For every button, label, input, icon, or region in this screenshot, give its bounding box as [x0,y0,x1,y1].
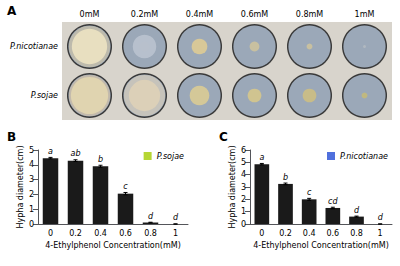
svg-text:1: 1 [241,207,246,216]
svg-text:0: 0 [48,229,53,238]
svg-text:P.nicotianae: P.nicotianae [340,152,388,161]
svg-text:3: 3 [241,183,246,192]
svg-text:2: 2 [29,190,34,199]
svg-text:d: d [148,212,154,221]
svg-text:1: 1 [29,205,34,214]
svg-text:d: d [378,213,384,222]
svg-text:1: 1 [173,229,178,238]
svg-text:C: C [219,130,228,144]
svg-text:0: 0 [29,220,34,229]
svg-text:0.4: 0.4 [94,229,107,238]
svg-text:2: 2 [241,195,246,204]
svg-text:4-Ethylphenol Concentration(mM: 4-Ethylphenol Concentration(mM) [253,241,389,250]
svg-text:P.sojae: P.sojae [31,91,58,100]
svg-text:cd: cd [328,197,338,206]
svg-text:A: A [7,4,17,18]
svg-text:c: c [123,182,128,191]
svg-text:6: 6 [241,146,246,155]
svg-text:a: a [259,153,264,162]
svg-text:0.4mM: 0.4mM [186,10,214,19]
svg-text:5: 5 [29,146,34,155]
svg-text:0: 0 [241,220,246,229]
svg-text:0mM: 0mM [80,10,100,19]
svg-text:d: d [173,213,179,222]
svg-text:0.6: 0.6 [326,229,339,238]
svg-text:b: b [98,155,103,164]
svg-text:d: d [354,206,360,215]
svg-text:1: 1 [378,229,383,238]
svg-text:B: B [7,130,16,144]
svg-text:0.2: 0.2 [69,229,82,238]
svg-text:4-Ethylphenol Concentration(mM: 4-Ethylphenol Concentration(mM) [45,241,181,250]
svg-text:ab: ab [71,149,81,158]
svg-text:4: 4 [29,160,34,169]
svg-text:a: a [48,147,53,156]
svg-text:0.2: 0.2 [279,229,292,238]
svg-text:0.4: 0.4 [303,229,316,238]
svg-text:0: 0 [259,229,264,238]
svg-text:Hypha diameter(cm): Hypha diameter(cm) [228,145,237,228]
svg-text:0.6mM: 0.6mM [241,10,269,19]
svg-text:P.nicotianae: P.nicotianae [10,42,58,51]
svg-text:3: 3 [29,175,34,184]
svg-text:c: c [307,188,312,197]
svg-text:0.8: 0.8 [144,229,157,238]
svg-text:4: 4 [241,170,246,179]
svg-text:5: 5 [241,158,246,167]
svg-text:0.8: 0.8 [350,229,363,238]
svg-text:1mM: 1mM [355,10,375,19]
svg-text:Hypha diameter(cm): Hypha diameter(cm) [16,145,25,228]
svg-text:P.sojae: P.sojae [157,152,184,161]
svg-text:b: b [283,173,288,182]
svg-text:0.6: 0.6 [119,229,132,238]
svg-text:0.8mM: 0.8mM [296,10,324,19]
svg-text:0.2mM: 0.2mM [131,10,159,19]
